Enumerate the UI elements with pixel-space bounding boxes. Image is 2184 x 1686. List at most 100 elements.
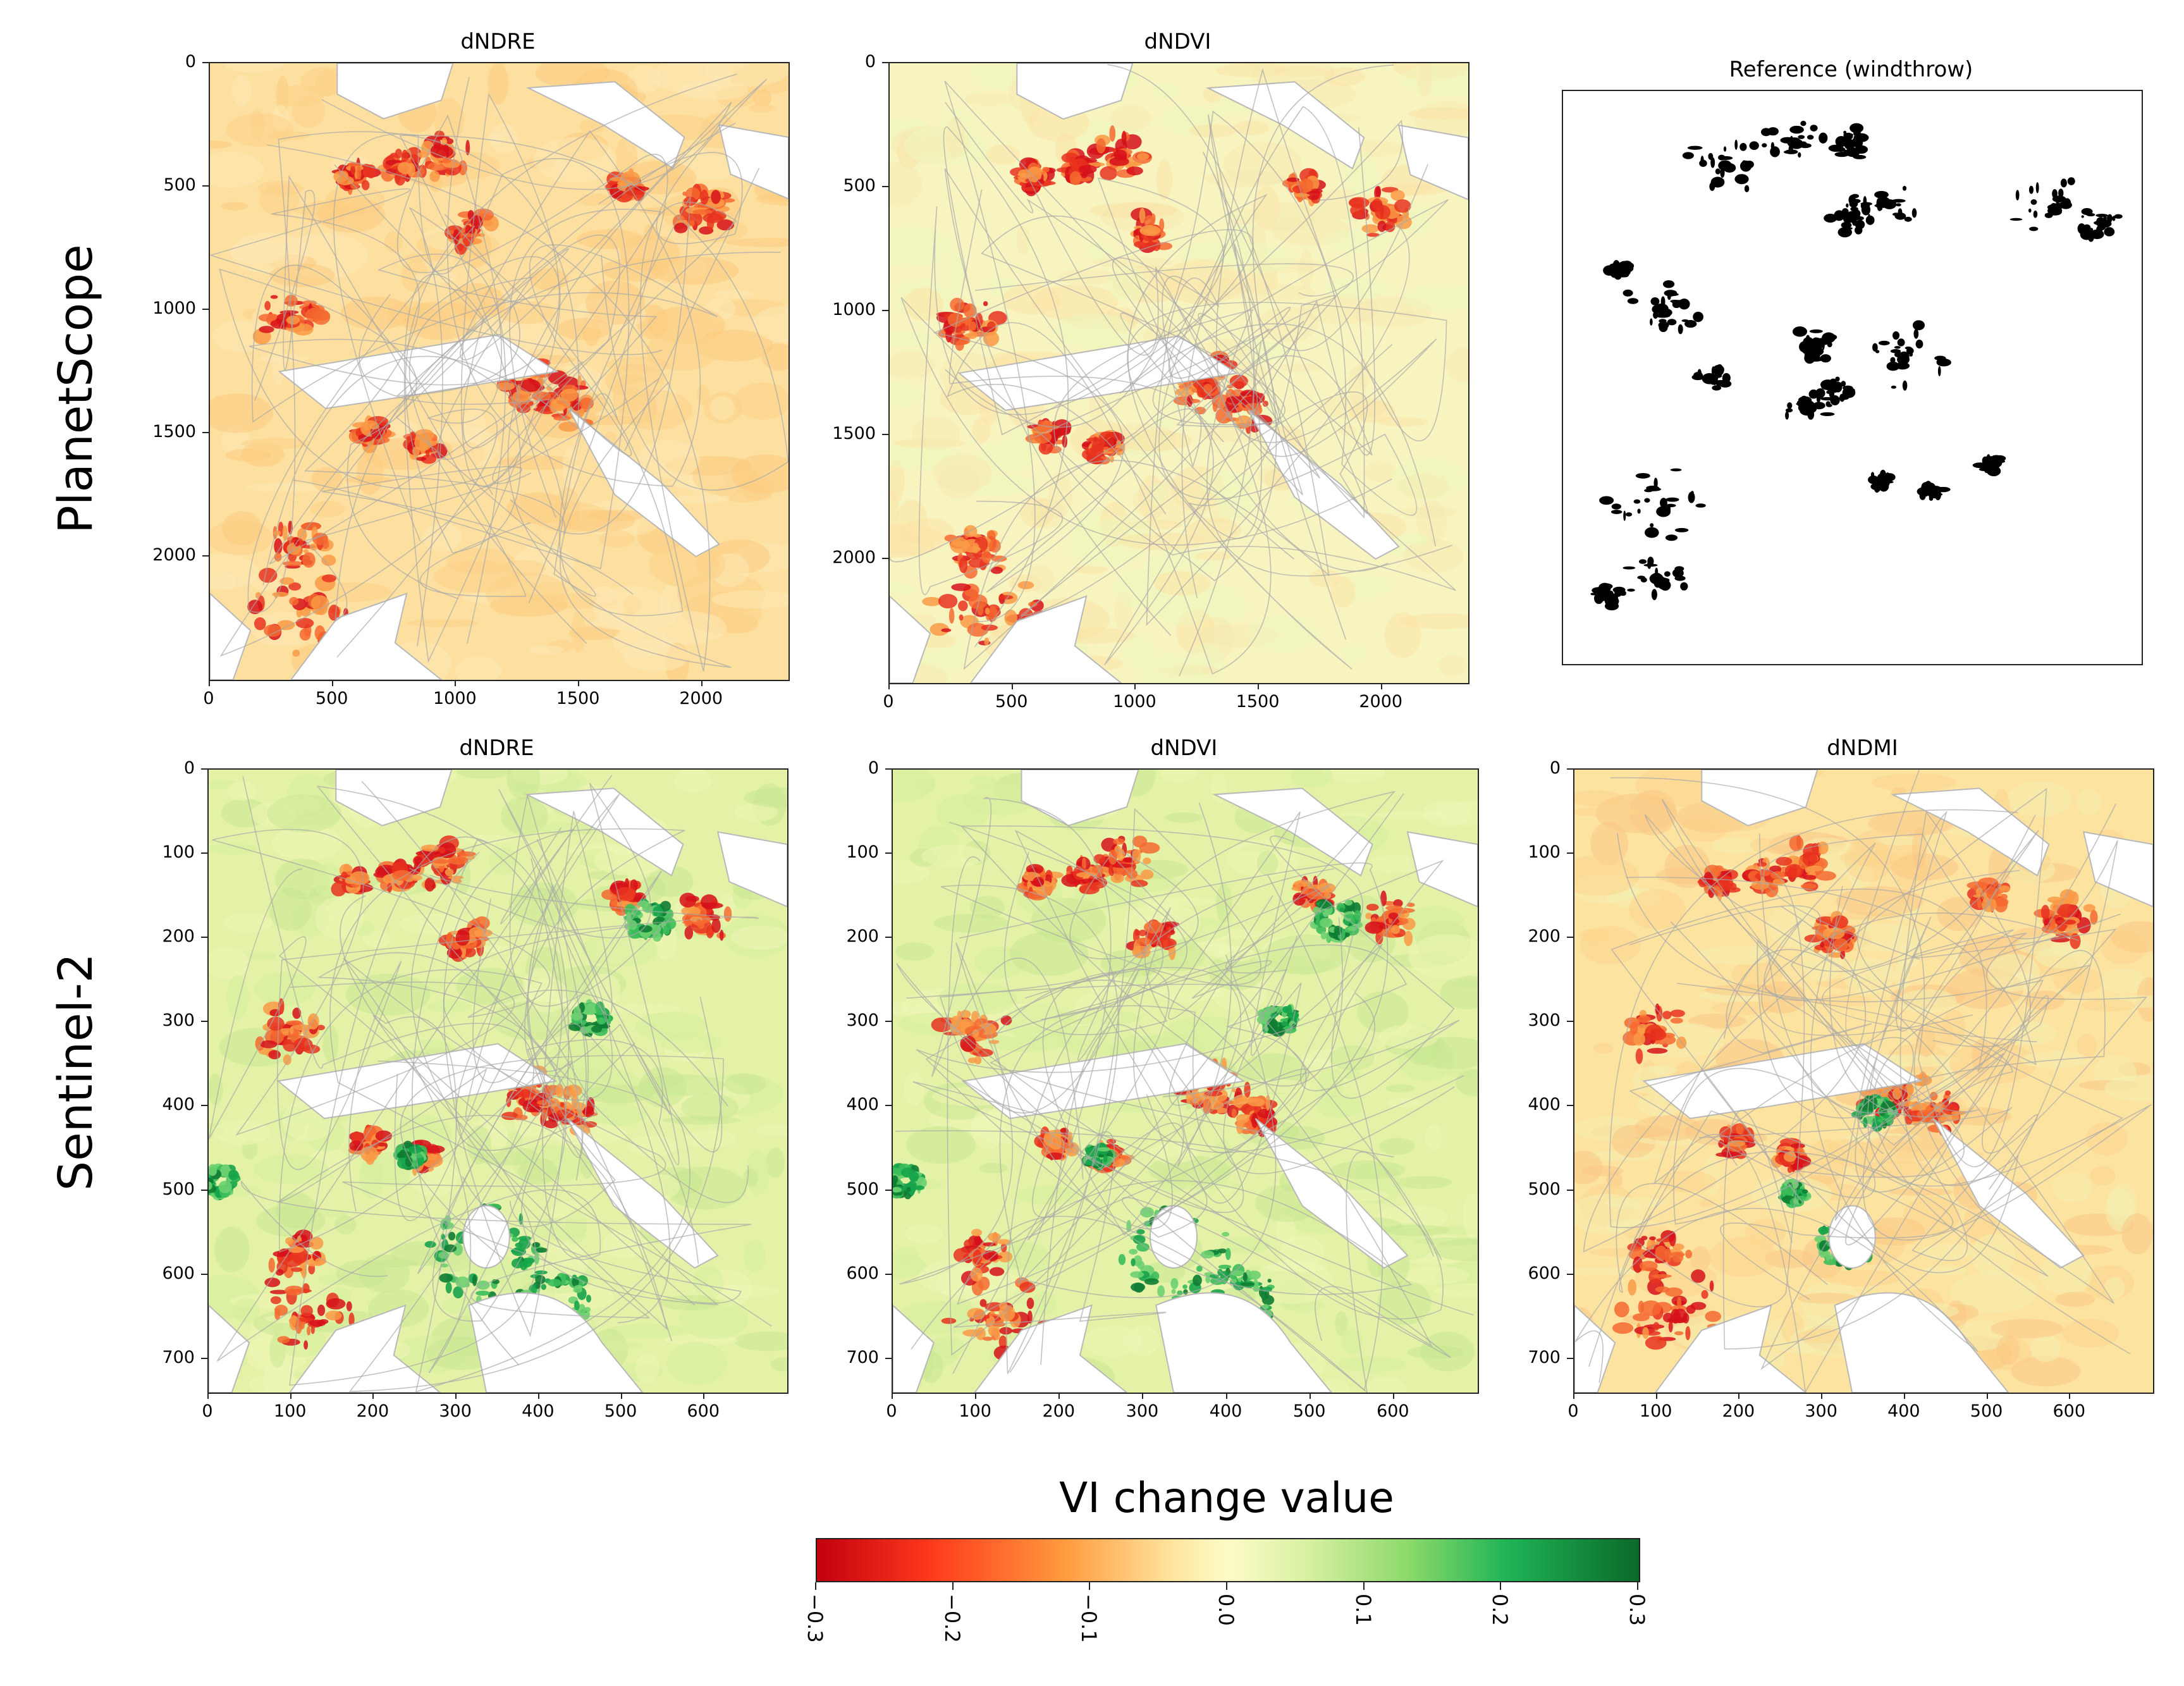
windthrow-mark bbox=[1820, 412, 1835, 416]
map-texture bbox=[1110, 104, 1151, 132]
windthrow-mark bbox=[1937, 366, 1941, 376]
map-texture bbox=[259, 183, 300, 216]
recovery-mark bbox=[1103, 1154, 1108, 1163]
map-texture bbox=[506, 770, 541, 800]
map-texture bbox=[1408, 934, 1478, 980]
map-texture bbox=[221, 202, 248, 211]
x-tick-mark bbox=[703, 1393, 705, 1399]
windthrow-mark bbox=[1695, 503, 1706, 508]
disturbance-mark bbox=[968, 594, 988, 610]
windthrow-mark bbox=[1664, 290, 1678, 297]
panel-title: dNDVI bbox=[1150, 735, 1218, 761]
boundary-line bbox=[408, 782, 680, 1166]
disturbance-mark bbox=[1685, 1250, 1693, 1258]
disturbance-mark bbox=[706, 925, 714, 938]
map-texture bbox=[1705, 984, 1784, 996]
disturbance-mark bbox=[1122, 858, 1133, 863]
map-texture bbox=[890, 162, 923, 207]
map-texture bbox=[1087, 243, 1112, 260]
map-texture bbox=[890, 350, 935, 379]
map-texture bbox=[275, 85, 324, 108]
disturbance-mark bbox=[989, 1267, 1005, 1276]
disturbance-mark bbox=[941, 628, 952, 632]
map-texture bbox=[359, 1156, 384, 1198]
windthrow-mark bbox=[1670, 468, 1682, 472]
map-texture bbox=[709, 396, 735, 420]
disturbance-mark bbox=[283, 1054, 291, 1066]
windthrow-mark bbox=[1637, 508, 1641, 514]
disturbance-mark bbox=[1647, 1048, 1668, 1054]
map-texture bbox=[1116, 430, 1193, 452]
map-texture bbox=[2030, 1334, 2061, 1362]
map-texture bbox=[893, 1000, 909, 1016]
map-texture bbox=[890, 382, 923, 409]
map-texture bbox=[2055, 1291, 2095, 1307]
map-texture bbox=[2052, 1172, 2092, 1203]
map-texture bbox=[1403, 539, 1464, 573]
y-tick-label: 500 bbox=[162, 1179, 195, 1199]
map-texture bbox=[661, 1033, 721, 1054]
map-texture bbox=[1629, 790, 1677, 835]
map-texture bbox=[563, 445, 578, 489]
windthrow-mark bbox=[1674, 566, 1684, 572]
disturbance-mark bbox=[673, 223, 688, 233]
map-texture bbox=[2038, 1254, 2092, 1295]
disturbance-mark bbox=[1653, 1322, 1660, 1331]
disturbance-mark bbox=[1815, 871, 1836, 881]
recovery-mark bbox=[455, 1276, 470, 1288]
recovery-mark bbox=[1253, 1286, 1260, 1292]
x-tick-label: 2000 bbox=[679, 689, 723, 708]
y-tick-label: 400 bbox=[846, 1095, 879, 1115]
map-texture bbox=[1970, 1234, 2015, 1277]
map-texture bbox=[1365, 1377, 1407, 1393]
recovery-mark bbox=[1097, 1147, 1110, 1152]
disturbance-mark bbox=[290, 1026, 294, 1035]
boundary-line bbox=[1024, 907, 1464, 1236]
disturbance-mark bbox=[2040, 904, 2050, 920]
windthrow-mark bbox=[1892, 212, 1900, 216]
map-texture bbox=[946, 116, 966, 158]
y-tick-mark bbox=[885, 937, 892, 938]
disturbance-mark bbox=[2083, 904, 2095, 913]
map-texture bbox=[1574, 1193, 1644, 1234]
map-texture bbox=[233, 1298, 260, 1324]
disturbance-mark bbox=[1324, 892, 1332, 899]
windthrow-mark bbox=[1789, 125, 1804, 134]
disturbance-mark bbox=[392, 870, 413, 881]
disturbance-mark bbox=[1139, 207, 1146, 224]
disturbance-mark bbox=[304, 1340, 309, 1350]
windthrow-mark bbox=[1590, 593, 1597, 596]
map-texture bbox=[1236, 1079, 1311, 1093]
map-texture bbox=[1189, 124, 1237, 138]
disturbance-mark bbox=[1127, 161, 1139, 167]
map-texture bbox=[310, 500, 345, 517]
disturbance-mark bbox=[948, 608, 955, 624]
recovery-mark bbox=[1262, 1304, 1269, 1309]
map-texture bbox=[498, 455, 579, 471]
map-texture bbox=[2081, 999, 2137, 1012]
disturbance-mark bbox=[1365, 913, 1373, 920]
disturbance-mark bbox=[679, 892, 697, 908]
disturbance-mark bbox=[938, 594, 958, 609]
windthrow-mark bbox=[1863, 200, 1867, 210]
map-texture bbox=[911, 416, 961, 450]
windthrow-mark bbox=[2090, 229, 2104, 240]
disturbance-mark bbox=[1024, 187, 1040, 192]
windthrow-mark bbox=[1891, 385, 1897, 389]
y-tick-mark bbox=[201, 1021, 207, 1023]
disturbance-mark bbox=[259, 567, 278, 583]
disturbance-mark bbox=[960, 1010, 971, 1019]
disturbance-mark bbox=[1645, 1025, 1664, 1041]
boundary-line bbox=[269, 235, 620, 565]
disturbance-mark bbox=[1229, 374, 1248, 388]
map-texture bbox=[1318, 1066, 1343, 1100]
windthrow-mark bbox=[2033, 210, 2038, 218]
boundary-line bbox=[906, 983, 1307, 1374]
boundary-line bbox=[1127, 68, 1447, 560]
recovery-mark bbox=[663, 926, 670, 935]
map-texture bbox=[948, 249, 966, 295]
recovery-mark bbox=[906, 1187, 911, 1192]
windthrow-mark bbox=[1745, 160, 1754, 169]
windthrow-mark bbox=[1597, 597, 1607, 601]
disturbance-mark bbox=[979, 1299, 987, 1307]
